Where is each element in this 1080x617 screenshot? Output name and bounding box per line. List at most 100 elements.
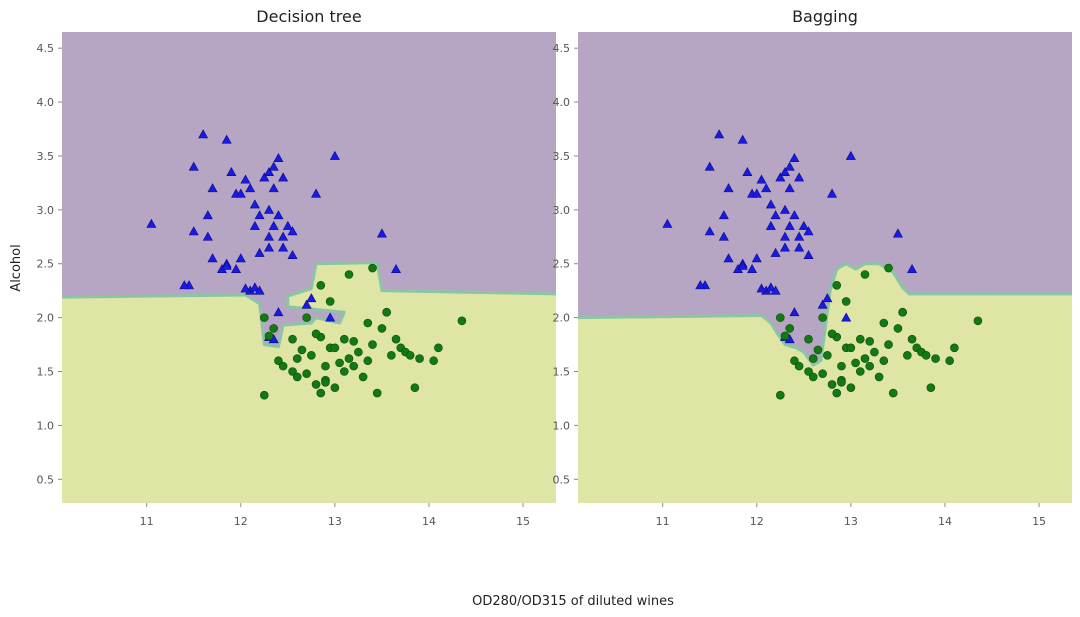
tree-point-class0	[249, 282, 260, 292]
bagging-point-class0	[714, 129, 725, 139]
tree-point-class1	[349, 361, 358, 371]
tree-point-class0	[287, 226, 298, 236]
bagging-point-class1	[874, 372, 884, 382]
tree-point-class1	[368, 340, 377, 349]
tree-point-class1	[302, 313, 311, 322]
bagging-point-class1	[855, 334, 865, 344]
bagging-point-class1	[837, 377, 846, 387]
bagging-point-class1	[804, 334, 813, 344]
tree-point-class0	[259, 172, 270, 182]
bagging-point-class1	[865, 361, 874, 371]
tree-panel-title: Decision tree	[256, 7, 361, 26]
bagging-point-class1	[827, 380, 837, 389]
tree-y-tick-label: 4.5	[37, 42, 55, 55]
bagging-point-class0	[718, 231, 729, 241]
bagging-y-tick-label: 1.5	[553, 366, 571, 379]
bagging-point-class1	[785, 324, 795, 333]
bagging-region-class1	[578, 263, 1072, 503]
bagging-x-tick-label: 13	[844, 515, 858, 528]
tree-point-class1	[292, 372, 302, 382]
tree-region-class1	[62, 262, 556, 503]
bagging-point-class0	[822, 293, 833, 303]
bagging-point-class1	[903, 351, 912, 360]
tree-point-class0	[273, 307, 284, 317]
tree-point-class0	[188, 226, 199, 236]
bagging-y-tick-label: 4.0	[553, 96, 571, 109]
tree-point-class0	[249, 199, 260, 209]
tree-y-tick-label: 1.5	[37, 366, 55, 379]
tree-point-class0	[329, 150, 340, 160]
bagging-point-class0	[770, 285, 781, 295]
tree-point-class0	[268, 183, 279, 193]
bagging-point-class1	[832, 280, 842, 290]
bagging-x-tick-label: 11	[656, 515, 670, 528]
tree-point-class0	[278, 172, 289, 182]
tree-point-class0	[249, 220, 260, 230]
bagging-point-class0	[751, 253, 762, 263]
bagging-y-tick-label: 2.0	[553, 312, 571, 325]
bagging-point-class0	[723, 253, 734, 263]
tree-point-class0	[325, 312, 336, 322]
bagging-point-class1	[860, 354, 870, 363]
tree-point-class0	[287, 249, 298, 260]
bagging-point-class1	[893, 324, 903, 333]
bagging-point-class0	[761, 183, 772, 193]
bagging-point-class0	[770, 210, 781, 220]
tree-y-tick-label: 2.5	[37, 258, 55, 271]
bagging-point-class0	[779, 166, 791, 177]
bagging-point-class0	[718, 210, 729, 220]
bagging-point-class1	[860, 270, 870, 279]
tree-point-class1	[302, 369, 311, 378]
tree-point-class0	[282, 220, 293, 230]
tree-point-class1	[264, 331, 274, 341]
bagging-point-class0	[794, 242, 805, 252]
bagging-point-class1	[884, 263, 893, 273]
tree-point-class0	[207, 183, 218, 193]
tree-point-class1	[434, 343, 443, 353]
bagging-point-class1	[837, 361, 846, 371]
bagging-point-class0	[756, 283, 767, 293]
bagging-point-class1	[813, 345, 823, 355]
bagging-point-class1	[950, 343, 959, 353]
tree-point-class0	[202, 210, 213, 220]
bagging-point-class0	[765, 199, 776, 209]
tree-point-class1	[330, 343, 340, 353]
tree-x-tick-label: 11	[140, 515, 154, 528]
tree-point-class1	[339, 367, 349, 376]
bagging-point-class1	[846, 343, 856, 353]
tree-point-class1	[410, 383, 420, 392]
tree-point-class0	[268, 220, 279, 230]
tree-point-class0	[221, 260, 232, 270]
bagging-x-tick-label: 15	[1032, 515, 1046, 528]
tree-point-class0	[254, 285, 265, 295]
tree-point-class0	[221, 134, 232, 144]
bagging-point-class0	[779, 242, 791, 252]
tree-point-class1	[335, 358, 344, 368]
tree-point-class0	[263, 204, 275, 214]
tree-point-class0	[254, 247, 265, 257]
bagging-point-class0	[784, 220, 795, 230]
tree-point-class1	[377, 324, 387, 333]
tree-point-class1	[311, 329, 321, 339]
tree-point-class0	[376, 228, 387, 238]
tree-point-class0	[268, 161, 279, 171]
tree-point-class0	[226, 166, 237, 177]
bagging-point-class0	[756, 174, 767, 184]
bagging-point-class0	[747, 263, 758, 274]
bagging-point-class0	[789, 307, 800, 317]
tree-point-class1	[325, 297, 335, 306]
bagging-point-class1	[879, 356, 889, 366]
tree-y-tick-label: 3.0	[37, 204, 55, 217]
tree-point-class1	[457, 316, 467, 326]
tree-point-class0	[240, 283, 251, 293]
tree-point-class1	[274, 356, 283, 366]
tree-point-class0	[306, 293, 317, 303]
bagging-point-class0	[798, 220, 809, 230]
bagging-point-class0	[742, 166, 753, 177]
tree-y-tick-label: 1.0	[37, 419, 55, 432]
tree-point-class0	[231, 263, 242, 274]
bagging-point-class1	[808, 354, 818, 363]
bagging-point-class1	[818, 369, 827, 378]
bagging-point-class1	[973, 316, 983, 326]
